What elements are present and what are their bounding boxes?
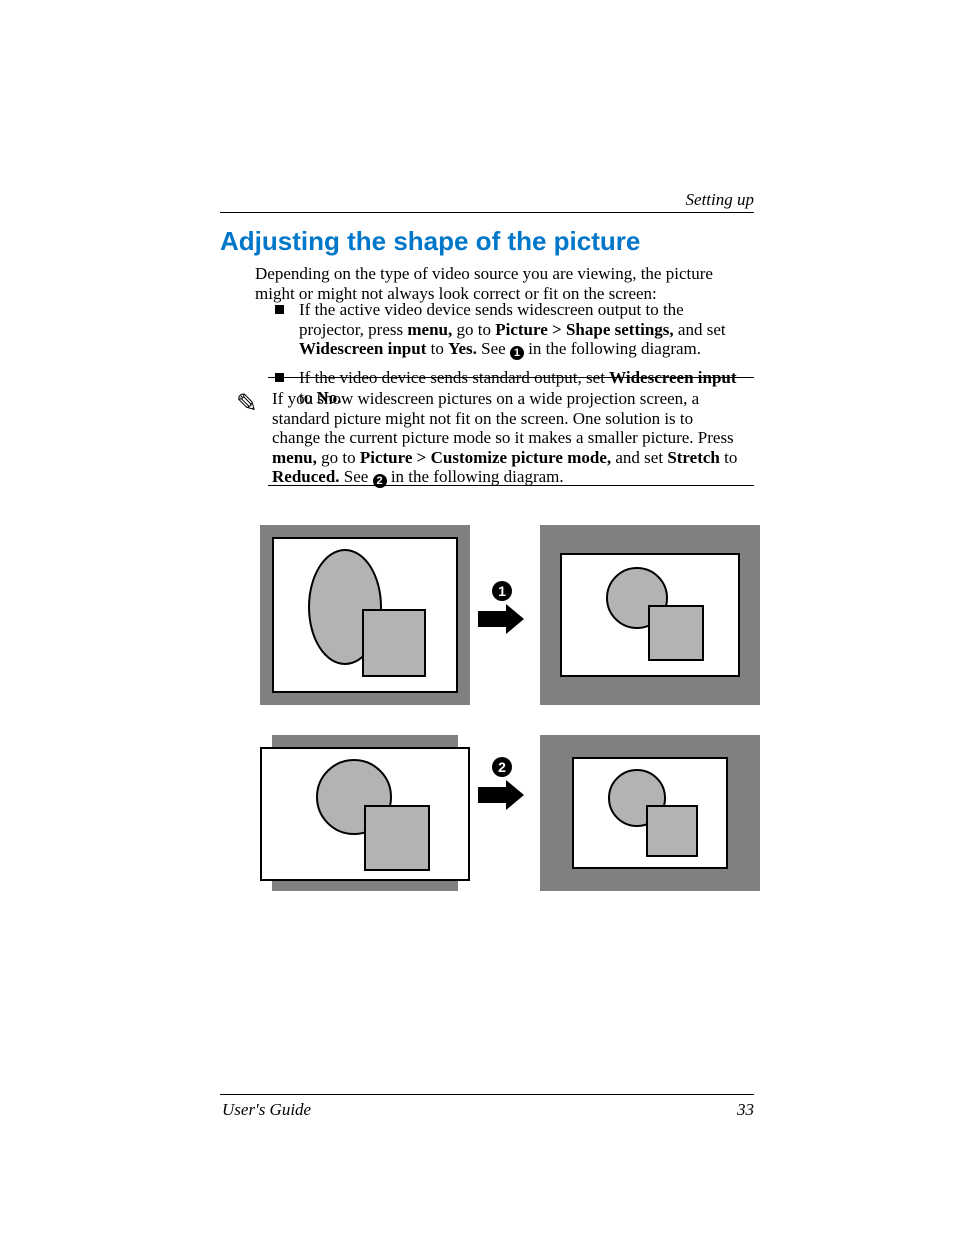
shape-square-1r bbox=[648, 605, 704, 661]
header-rule bbox=[220, 212, 754, 213]
inline-callout-1: 1 bbox=[510, 346, 524, 360]
intro-paragraph: Depending on the type of video source yo… bbox=[255, 264, 744, 303]
callout-1: 1 bbox=[492, 581, 512, 601]
note-icon: ✎ bbox=[236, 389, 258, 419]
header-section: Setting up bbox=[686, 190, 754, 210]
note-paragraph: If you show widescreen pictures on a wid… bbox=[272, 389, 745, 488]
frame-1-right bbox=[560, 553, 740, 677]
frame-2-left bbox=[260, 747, 470, 881]
shape-square-1l bbox=[362, 609, 426, 677]
note-rule-top bbox=[268, 377, 754, 378]
footer-page-number: 33 bbox=[737, 1100, 754, 1120]
frame-1-left bbox=[272, 537, 458, 693]
callout-2: 2 bbox=[492, 757, 512, 777]
inline-callout-2: 2 bbox=[373, 474, 387, 488]
footer-rule bbox=[220, 1094, 754, 1095]
shape-square-2l bbox=[364, 805, 430, 871]
page-title: Adjusting the shape of the picture bbox=[220, 226, 640, 257]
bullet-item-1: If the active video device sends widescr… bbox=[275, 300, 740, 360]
footer-guide: User's Guide bbox=[222, 1100, 311, 1120]
figure: 1 2 bbox=[260, 525, 760, 910]
frame-2-right bbox=[572, 757, 728, 869]
shape-square-2r bbox=[646, 805, 698, 857]
page: Setting up Adjusting the shape of the pi… bbox=[0, 0, 954, 1235]
note-rule-bottom bbox=[268, 485, 754, 486]
